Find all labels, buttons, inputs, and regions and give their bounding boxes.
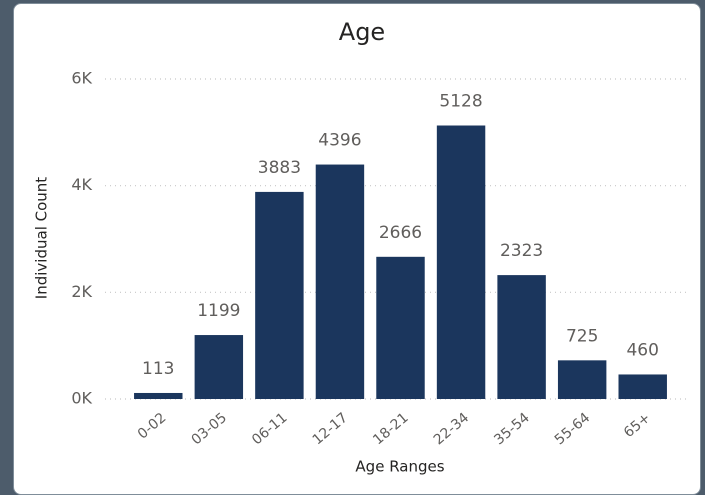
data-label: 2666 bbox=[379, 223, 422, 243]
y-tick-label: 0K bbox=[71, 389, 92, 408]
x-tick-label: 18-21 bbox=[370, 410, 411, 448]
bar bbox=[315, 164, 365, 399]
bar bbox=[436, 125, 486, 400]
bar bbox=[376, 256, 425, 399]
data-label: 460 bbox=[626, 340, 658, 360]
y-tick-label: 2K bbox=[71, 282, 92, 301]
y-tick-label: 6K bbox=[71, 69, 92, 88]
y-axis-label: Individual Count bbox=[33, 177, 51, 299]
x-tick-label: 35-54 bbox=[491, 410, 533, 448]
bar bbox=[134, 392, 183, 399]
y-tick-label: 4K bbox=[71, 175, 92, 194]
bar bbox=[557, 360, 607, 399]
x-tick-label: 55-64 bbox=[552, 410, 594, 448]
x-tick-label: 12-17 bbox=[310, 410, 351, 448]
bar bbox=[497, 275, 546, 399]
chart-title: Age bbox=[339, 18, 385, 46]
data-label: 2323 bbox=[500, 241, 543, 261]
data-label: 725 bbox=[566, 326, 598, 346]
data-label: 3883 bbox=[258, 158, 301, 178]
x-tick-label: 65+ bbox=[621, 410, 654, 441]
bar bbox=[255, 191, 304, 399]
bar bbox=[194, 335, 244, 399]
x-tick-label: 06-11 bbox=[249, 410, 290, 448]
data-label: 1199 bbox=[197, 301, 240, 321]
x-tick-label: 0-02 bbox=[135, 410, 170, 443]
data-label: 4396 bbox=[318, 131, 361, 151]
x-axis-label: Age Ranges bbox=[355, 458, 444, 476]
data-label: 113 bbox=[142, 359, 174, 379]
x-tick-label: 22-34 bbox=[431, 410, 473, 448]
bar bbox=[618, 374, 667, 399]
data-label: 5128 bbox=[439, 92, 482, 112]
x-tick-label: 03-05 bbox=[189, 410, 230, 448]
